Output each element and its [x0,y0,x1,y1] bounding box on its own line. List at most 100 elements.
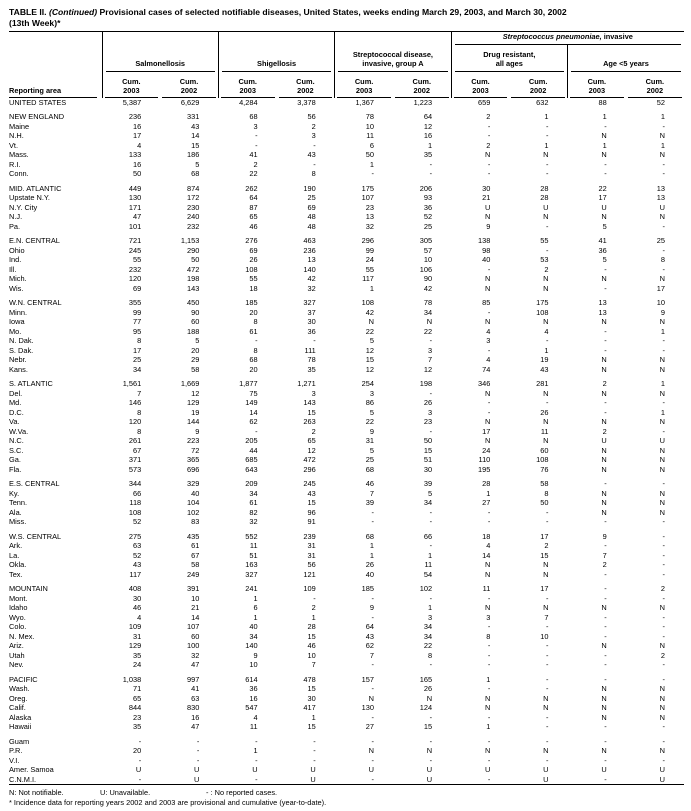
value-cell: - [546,712,549,722]
value-cell: 13 [365,212,374,221]
value-cell: 146 [128,398,142,407]
value-cell: 16 [423,131,433,140]
value-cell: 2 [660,584,665,593]
value-cell: 3 [369,388,374,398]
value-cell: 997 [187,674,200,684]
value-cell: 7 [369,488,374,498]
value-cell: 5 [195,336,200,345]
value-cell: - [604,736,607,746]
value-cell: - [429,336,433,345]
value-cell: 129 [128,641,142,650]
table-row: D.C. 8 19 14 15 5 3 - 26 - 1 [9,408,684,418]
value-cell: 371 [128,455,142,464]
value-cell: 9 [660,307,665,317]
reporting-area-cell: V.I. [9,755,20,765]
value-cell: N [543,150,549,159]
strep-pneumo-invasive: invasive [601,31,633,41]
value-cell: N [659,641,665,650]
value-cell: 15 [307,498,316,507]
value-cell: N [484,388,491,398]
value-cell: 17 [540,531,549,541]
reporting-area-cell: Minn. [9,307,28,317]
value-cell: N [659,417,665,426]
strep-pneumo-species: Streptococcus pneumoniae, [502,31,602,41]
value-cell: N [543,560,549,569]
value-cell: 25 [423,221,433,231]
footnote-legend-row: N: Not notifiable. U: Unavailable. - : No … [9,788,684,798]
value-cell: 82 [249,507,258,517]
value-cell: - [546,245,549,255]
value-cell: 96 [307,507,316,517]
value-cell: N [426,317,433,326]
value-cell: 43 [132,560,142,569]
reporting-area-cell: Mont. [9,593,28,603]
value-cell: 52 [423,212,433,221]
value-cell: 240 [187,212,200,221]
value-cell: - [371,507,374,517]
value-cell: 30 [307,693,316,703]
footnote-unavailable: U: Unavailable. [100,788,151,797]
table-row: Tex. 117 249 327 121 40 54 N N - - [9,570,684,580]
value-cell: U [659,202,665,212]
value-cell: 1 [660,140,665,150]
value-cell: 1 [369,283,374,293]
value-cell: N [659,150,665,159]
value-cell: 327 [245,569,258,579]
value-cell: 472 [303,455,316,464]
value-cell: 55 [540,236,549,245]
value-cell: 874 [187,183,200,193]
value-cell: N [543,417,549,426]
value-cell: 1 [369,541,374,550]
value-cell: 408 [128,584,142,593]
value-cell: 7 [428,355,433,364]
table-row: Idaho 46 21 6 2 9 1 N N N N [9,603,684,613]
value-cell: 8 [311,169,316,178]
header-spacer-cell [334,31,452,45]
value-cell: N [484,693,491,703]
value-cell: 130 [128,193,142,202]
value-cell: - [313,593,316,603]
value-cell: - [371,712,374,722]
value-cell: N [659,131,665,140]
value-cell: - [662,531,665,541]
value-cell: 263 [303,417,316,426]
value-cell: 42 [423,283,433,293]
value-cell: 6,629 [180,97,200,107]
reporting-area-cell: S. ATLANTIC [9,379,53,388]
reporting-area-cell: Mo. [9,326,22,336]
value-cell: N [601,641,607,650]
value-cell: 54 [423,569,433,579]
value-cell: 1 [660,112,665,121]
table-row: Guam - - - - - - - - - - [9,732,684,747]
value-cell: 129 [187,398,200,407]
value-cell: 7 [369,650,374,660]
value-cell: 140 [303,264,316,274]
value-cell: 2 [311,603,316,612]
value-cell: 157 [361,674,374,684]
value-cell: 12 [423,121,433,131]
value-cell: - [487,507,491,517]
value-cell: 17 [132,345,142,355]
value-cell: 8 [253,345,258,355]
reporting-area-cell: Wis. [9,283,24,293]
reporting-area-cell: Mass. [9,150,29,159]
value-cell: - [662,398,665,407]
value-cell: 58 [191,560,200,569]
value-cell: 19 [540,355,549,364]
table-body: UNITED STATES 5,387 6,629 4,284 3,378 1,367 1,… [9,98,684,785]
value-cell: - [371,660,374,669]
value-cell: - [662,622,665,631]
value-cell: 78 [423,298,433,307]
value-cell: 68 [249,355,258,364]
value-cell: 25 [656,236,665,245]
value-cell: 296 [361,236,374,245]
value-cell: 53 [540,255,549,264]
value-cell: 8 [137,336,142,345]
value-cell: 275 [128,531,142,541]
value-cell: - [487,407,491,417]
value-cell: 60 [191,631,200,641]
value-cell: 245 [303,479,316,488]
value-cell: 62 [365,641,374,650]
reporting-area-cell: Tenn. [9,498,28,507]
value-cell: 195 [477,464,491,474]
